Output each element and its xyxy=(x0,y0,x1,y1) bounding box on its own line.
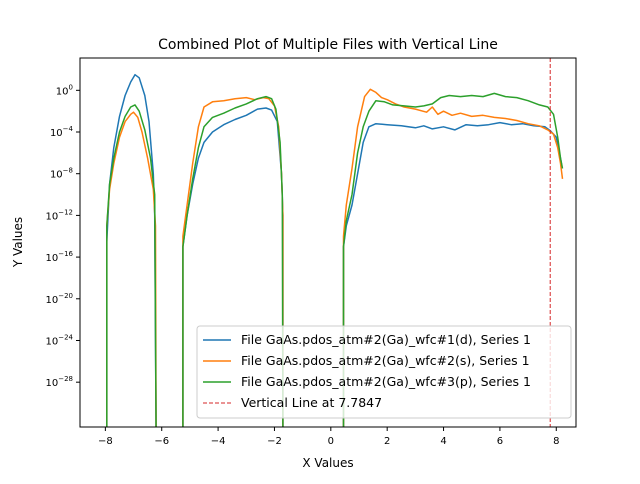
legend-label-2: File GaAs.pdos_atm#2(Ga)_wfc#2(s), Serie… xyxy=(241,353,530,368)
legend-label-3: File GaAs.pdos_atm#2(Ga)_wfc#3(p), Serie… xyxy=(241,374,531,389)
y-tick-label-7: 10−24 xyxy=(45,333,73,347)
legend-label-4: Vertical Line at 7.7847 xyxy=(241,395,382,410)
y-tick-label-2: 10−4 xyxy=(50,125,74,139)
legend: File GaAs.pdos_atm#2(Ga)_wfc#1(d), Serie… xyxy=(196,325,572,419)
x-tick-label-9: 8 xyxy=(553,436,559,447)
y-tick-label-5: 10−16 xyxy=(45,250,73,264)
y-tick-label-3: 10−8 xyxy=(50,167,73,181)
x-tick-label-6: 2 xyxy=(384,436,390,447)
x-tick-label-8: 6 xyxy=(497,436,503,447)
x-tick-label-5: 0 xyxy=(328,436,334,447)
series-2-line-segment-3 xyxy=(342,88,564,427)
x-tick-label-4: −2 xyxy=(267,436,282,447)
series-3-line-segment-1 xyxy=(106,104,157,427)
y-tick-label-8: 10−28 xyxy=(45,375,73,389)
series-3-line-segment-2 xyxy=(182,95,284,427)
axes-frame xyxy=(79,57,577,428)
series-3-line-segment-3 xyxy=(342,92,564,427)
y-tick-label-1: 100 xyxy=(56,83,73,97)
x-tick-label-3: −4 xyxy=(211,436,226,447)
x-tick-label-2: −6 xyxy=(154,436,169,447)
y-tick-label-6: 10−20 xyxy=(45,292,73,306)
y-axis-label: Y Values xyxy=(11,217,25,268)
legend-box xyxy=(196,325,572,419)
x-tick-label-1: −8 xyxy=(98,436,113,447)
y-tick-label-4: 10−12 xyxy=(45,208,73,222)
chart-title: Combined Plot of Multiple Files with Ver… xyxy=(158,37,498,53)
x-axis-label: X Values xyxy=(302,456,353,470)
series-2-line-segment-1 xyxy=(106,111,157,427)
x-tick-label-7: 4 xyxy=(440,436,446,447)
axis-ticks: −8 −6 −4 −2 0 2 4 6 8 100 10−4 10−8 10−12 10−16 10−20 1… xyxy=(45,83,559,447)
legend-label-1: File GaAs.pdos_atm#2(Ga)_wfc#1(d), Serie… xyxy=(241,332,531,347)
